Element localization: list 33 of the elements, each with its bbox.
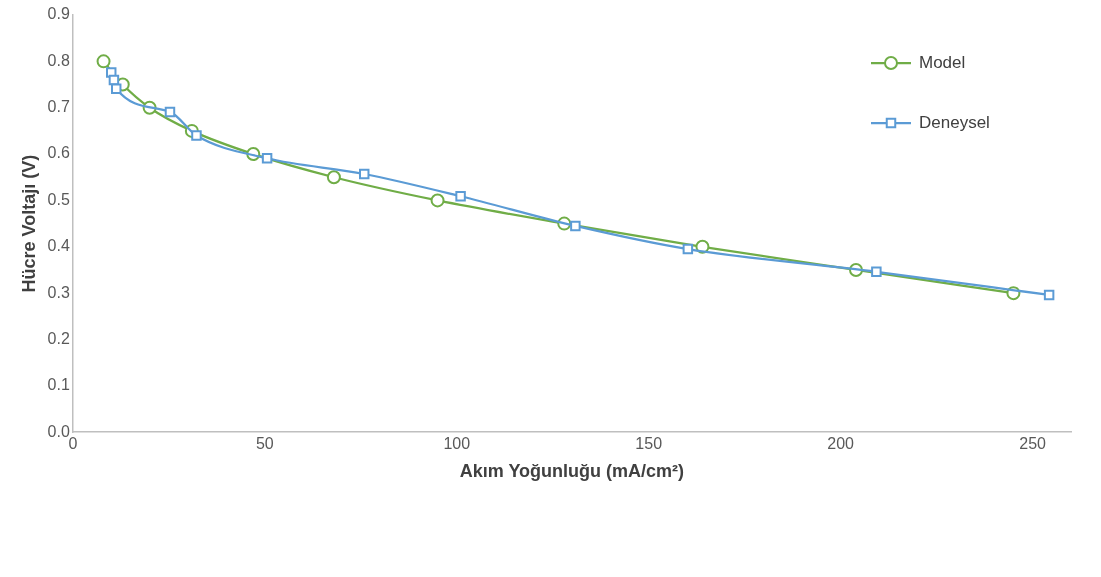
y-tick-label: 0.7 xyxy=(47,98,70,116)
y-axis-title: Hücre Voltajı (V) xyxy=(18,154,39,293)
legend-label: Deneysel xyxy=(919,112,990,132)
point xyxy=(261,153,273,164)
point xyxy=(682,243,694,255)
y-tick-label: 0.2 xyxy=(47,329,70,347)
y-tick-label: 0.8 xyxy=(47,51,70,69)
x-tick-label: 100 xyxy=(443,435,471,453)
y-tick-label: 0.6 xyxy=(47,144,70,162)
x-tick-label: 0 xyxy=(68,435,78,453)
point xyxy=(191,130,202,141)
y-tick-label: 0.5 xyxy=(47,190,70,208)
point xyxy=(570,220,581,232)
point xyxy=(871,266,882,278)
point xyxy=(358,168,370,180)
y-tick-label: 0.1 xyxy=(47,376,70,394)
x-tick-label: 150 xyxy=(635,435,663,453)
x-tick-label: 50 xyxy=(255,435,274,453)
legend-label: Model xyxy=(919,52,966,72)
point xyxy=(326,170,341,185)
point xyxy=(1043,289,1055,301)
point xyxy=(96,54,111,69)
y-tick-label: 0.9 xyxy=(47,5,70,23)
point xyxy=(430,193,445,208)
x-axis-title: Akım Yoğunluğu (mA/cm²) xyxy=(459,461,685,482)
x-tick-label: 200 xyxy=(827,435,855,453)
y-tick-label: 0.0 xyxy=(47,422,70,440)
point xyxy=(110,83,122,94)
point xyxy=(455,191,466,202)
y-tick-label: 0.4 xyxy=(47,237,70,255)
y-tick-label: 0.3 xyxy=(47,283,70,301)
x-tick-label: 250 xyxy=(1019,435,1047,453)
point xyxy=(164,106,176,118)
